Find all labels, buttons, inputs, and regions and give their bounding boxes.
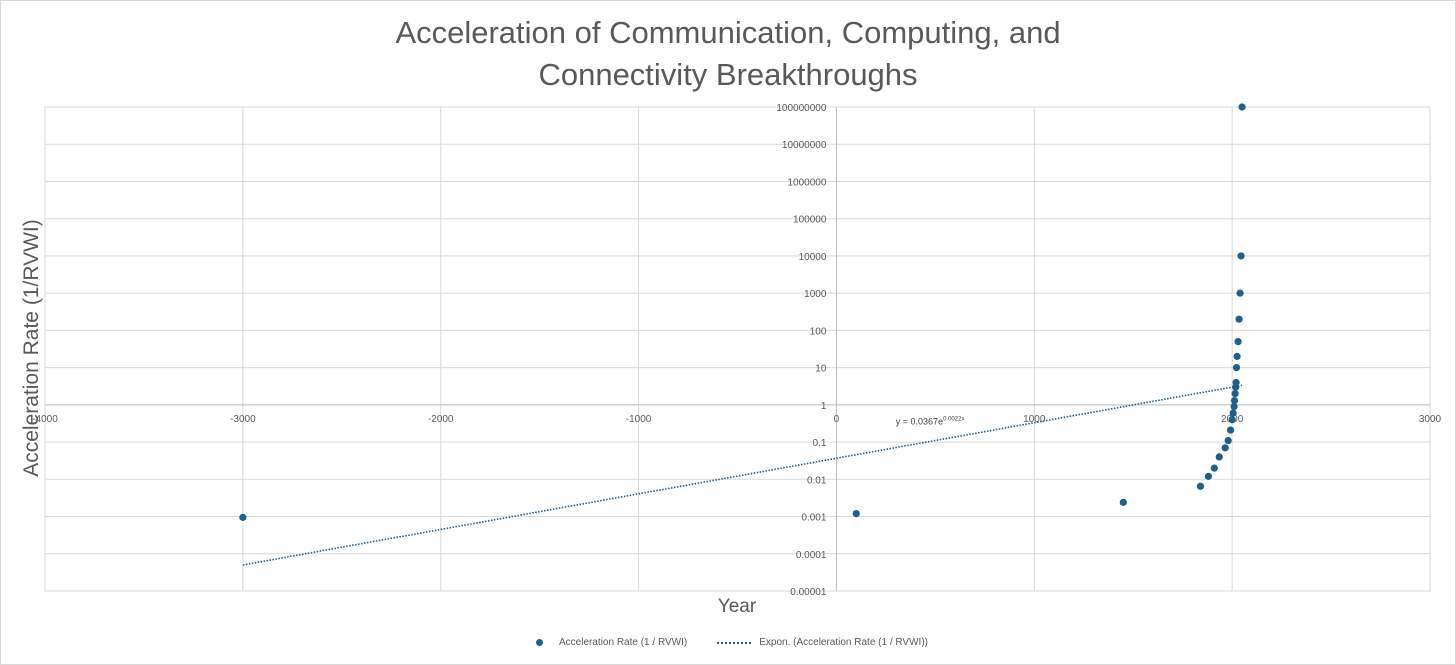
x-tick-label: 1000 bbox=[1023, 414, 1046, 425]
y-tick-label: 10 bbox=[815, 364, 827, 375]
x-tick-label: 0 bbox=[834, 414, 840, 425]
legend-label-series: Acceleration Rate (1 / RVWI) bbox=[559, 637, 688, 648]
chart-title: Acceleration of Communication, Computing… bbox=[0, 12, 1456, 96]
legend-dotted-line-icon bbox=[717, 641, 752, 644]
chart-title-line-2: Connectivity Breakthroughs bbox=[538, 57, 918, 92]
data-point bbox=[1210, 464, 1218, 472]
data-point bbox=[1196, 482, 1205, 490]
data-point bbox=[1233, 352, 1241, 361]
y-tick-label: 100000000 bbox=[776, 103, 826, 114]
trendline-equation-exponent: 0.0022x bbox=[943, 416, 964, 422]
data-point bbox=[1232, 364, 1241, 372]
data-point bbox=[1236, 289, 1244, 297]
x-tick-label: -4000 bbox=[32, 414, 58, 425]
y-tick-label: 1000000 bbox=[787, 177, 826, 188]
y-tick-label: 0.00001 bbox=[790, 587, 827, 598]
legend-item-trendline: Expon. (Acceleration Rate (1 / RVWI)) bbox=[717, 637, 928, 648]
y-tick-label: 0.01 bbox=[807, 475, 827, 486]
data-point bbox=[1238, 103, 1246, 111]
y-tick-label: 1 bbox=[821, 401, 827, 412]
legend-label-trendline: Expon. (Acceleration Rate (1 / RVWI)) bbox=[759, 637, 928, 648]
x-tick-label: -2000 bbox=[428, 414, 454, 425]
data-point bbox=[1221, 444, 1229, 452]
trendline-equation: y = 0.0367e0.0022x bbox=[896, 416, 965, 426]
data-point bbox=[1231, 390, 1239, 398]
data-point bbox=[1119, 498, 1127, 506]
plot-border bbox=[44, 106, 1431, 592]
data-point bbox=[852, 509, 860, 518]
data-point bbox=[1204, 472, 1212, 480]
x-tick-label: -1000 bbox=[626, 414, 652, 425]
x-axis-label: Year bbox=[717, 596, 757, 617]
data-point bbox=[239, 513, 247, 521]
data-point bbox=[1230, 397, 1239, 405]
data-point bbox=[1237, 252, 1245, 260]
legend-marker-icon bbox=[536, 639, 544, 646]
trendline bbox=[242, 384, 1243, 566]
y-tick-label: 10000000 bbox=[782, 140, 827, 151]
data-point bbox=[1230, 402, 1238, 411]
legend-item-series: Acceleration Rate (1 / RVWI) bbox=[528, 637, 687, 648]
y-tick-label: 1000 bbox=[804, 289, 827, 300]
y-tick-label: 100000 bbox=[793, 215, 827, 226]
data-point bbox=[1235, 315, 1243, 323]
y-axis-label: Acceleration Rate (1/RVWI) bbox=[20, 219, 43, 477]
y-tick-label: 0.001 bbox=[801, 513, 826, 524]
y-tick-label: 100 bbox=[810, 326, 827, 337]
data-point bbox=[1224, 436, 1232, 445]
y-tick-label: 0.1 bbox=[813, 438, 827, 449]
y-tick-label: 10000 bbox=[799, 252, 827, 263]
data-point bbox=[1229, 409, 1237, 417]
data-point bbox=[1232, 378, 1240, 387]
y-tick-label: 0.0001 bbox=[796, 550, 827, 561]
legend: Acceleration Rate (1 / RVWI) Expon. (Acc… bbox=[0, 637, 1456, 648]
chart-title-line-1: Acceleration of Communication, Computing… bbox=[395, 15, 1061, 50]
data-point bbox=[1234, 337, 1242, 346]
data-point bbox=[1228, 416, 1236, 424]
data-point bbox=[1215, 453, 1223, 461]
x-tick-label: 3000 bbox=[1419, 414, 1442, 425]
x-tick-label: -3000 bbox=[230, 414, 256, 425]
data-point bbox=[1226, 426, 1235, 434]
